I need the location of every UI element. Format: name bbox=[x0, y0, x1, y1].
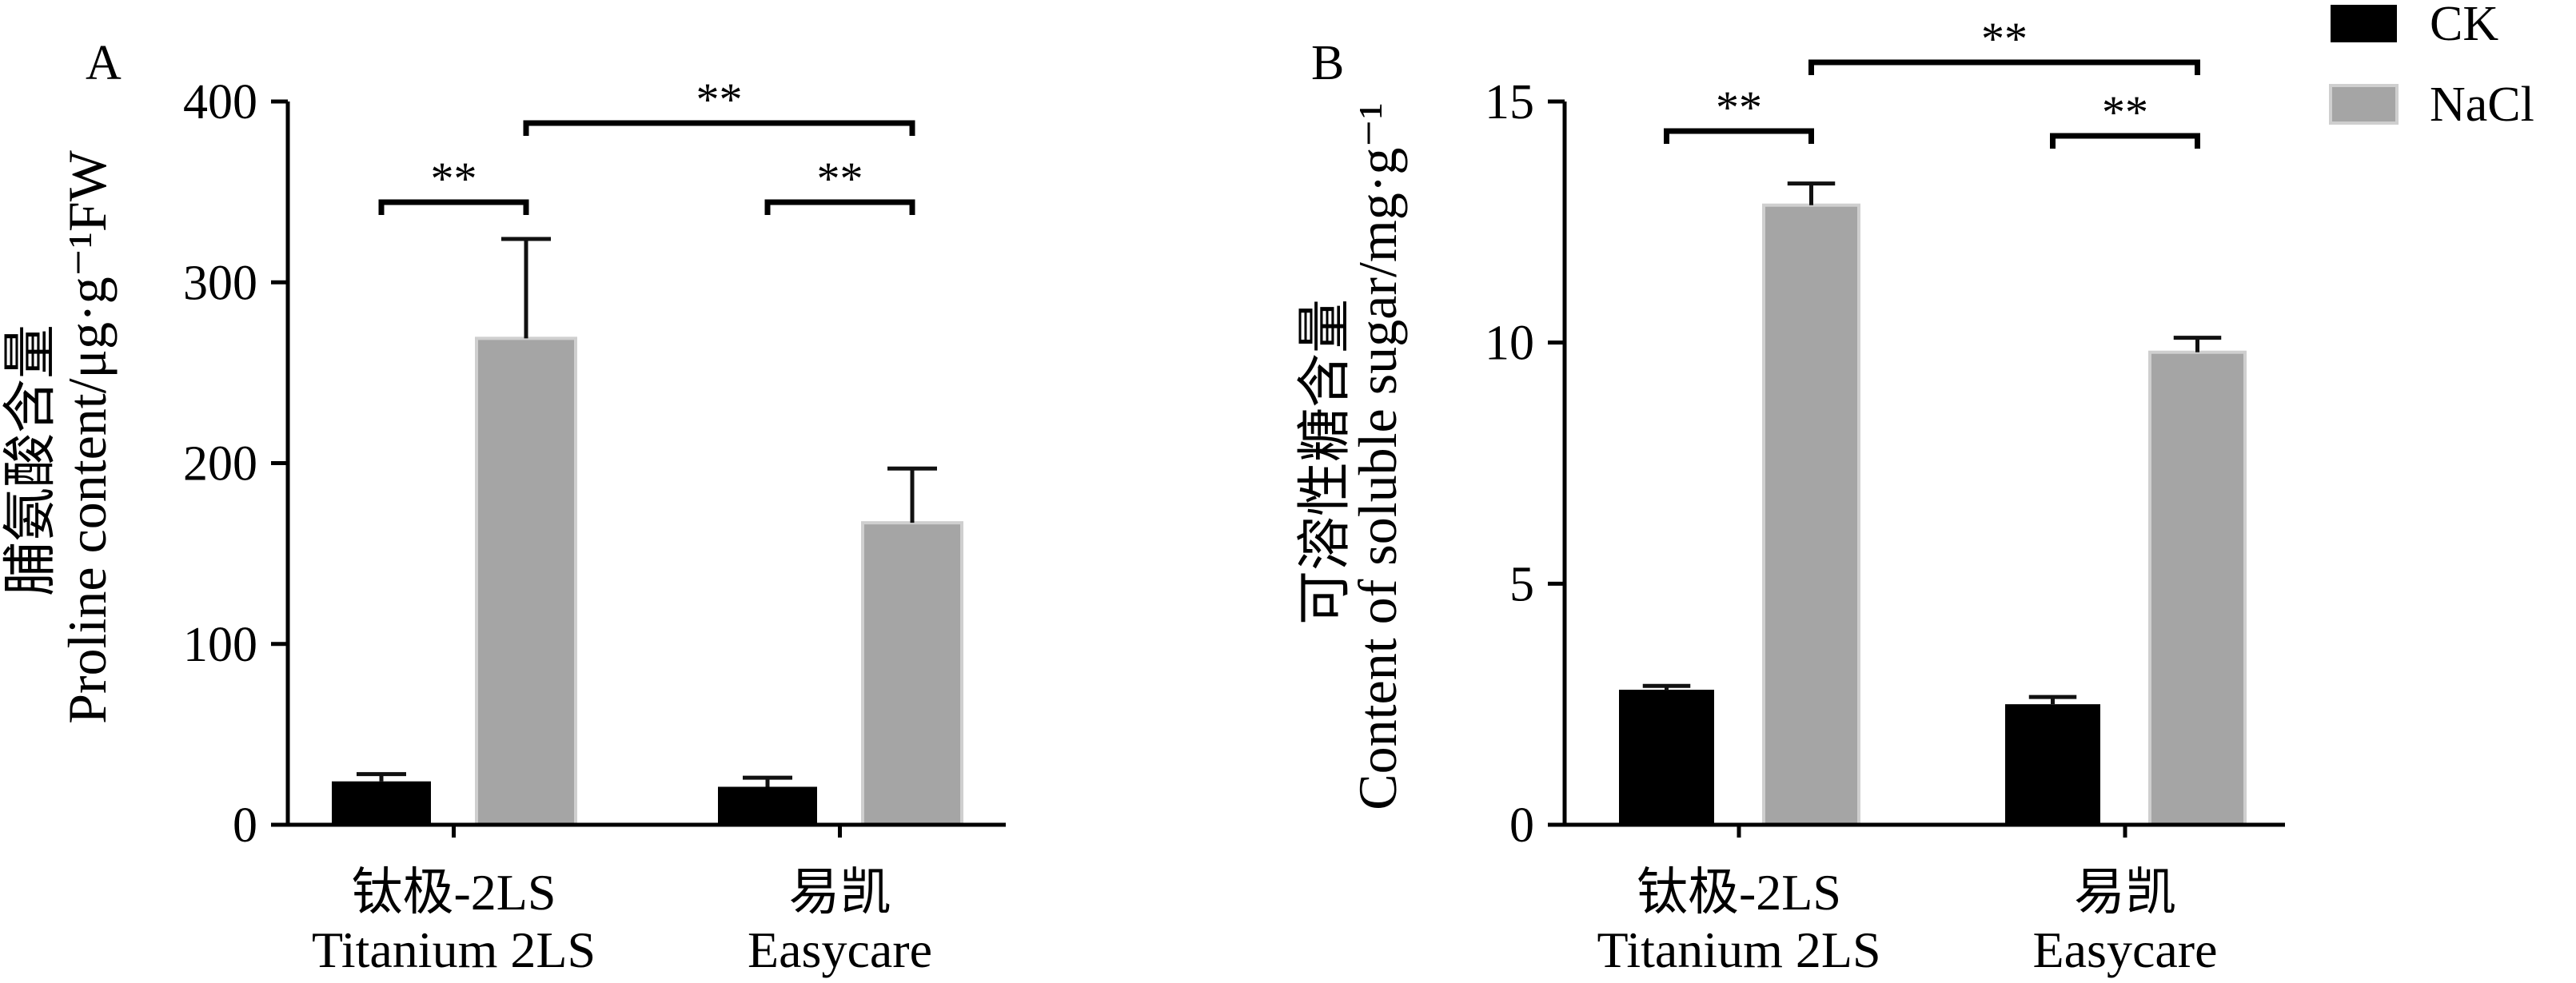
significance-bracket bbox=[378, 199, 529, 215]
y-axis-title: Proline content/μg·g⁻¹FW bbox=[57, 149, 118, 724]
x-tick-label: Easycare bbox=[748, 921, 932, 978]
x-tick-label: 易凯 bbox=[789, 864, 891, 921]
error-bar-nacl bbox=[887, 466, 937, 523]
y-tick-label: 15 bbox=[1485, 75, 1534, 129]
y-axis-title: Content of soluble sugar/mg·g⁻¹ bbox=[1347, 102, 1408, 810]
bar-ck bbox=[1619, 690, 1714, 825]
y-tick-label: 0 bbox=[1509, 798, 1534, 853]
panel-label: B bbox=[1311, 36, 1344, 90]
bar-ck bbox=[2005, 704, 2100, 825]
significance-label: ** bbox=[2102, 86, 2148, 138]
y-tick-label: 200 bbox=[183, 437, 257, 492]
legend-label-ck: CK bbox=[2430, 0, 2498, 51]
significance-bracket bbox=[1664, 128, 1814, 144]
bar-nacl bbox=[475, 336, 577, 826]
significance-label: ** bbox=[817, 153, 863, 205]
significance-label: ** bbox=[696, 74, 743, 125]
error-bar-ck bbox=[2028, 694, 2077, 705]
legend-swatch-ck bbox=[2331, 5, 2397, 42]
legend: CK NaCl bbox=[2329, 0, 2534, 132]
error-bar-nacl bbox=[1787, 181, 1836, 205]
y-tick-label: 400 bbox=[183, 75, 257, 129]
bar-nacl bbox=[1762, 203, 1860, 826]
significance-bracket bbox=[2050, 133, 2200, 149]
y-axis-title: 脯氨酸含量 bbox=[0, 324, 61, 596]
significance-label: ** bbox=[1981, 13, 2028, 65]
y-tick-label: 0 bbox=[233, 798, 257, 853]
significance-bracket bbox=[764, 199, 915, 215]
error-bar-nacl bbox=[501, 237, 551, 339]
significance-bracket bbox=[523, 120, 915, 136]
error-bar-nacl bbox=[2173, 336, 2222, 352]
y-tick-label: 300 bbox=[183, 256, 257, 310]
legend-swatch-nacl bbox=[2329, 84, 2399, 125]
x-tick-label: 钛极-2LS bbox=[1637, 864, 1841, 921]
legend-label-nacl: NaCl bbox=[2430, 78, 2534, 132]
x-tick-label: Titanium 2LS bbox=[312, 921, 596, 978]
y-axis-title: 可溶性糖含量 bbox=[1294, 299, 1355, 625]
y-tick-label: 10 bbox=[1485, 316, 1534, 371]
x-tick-label: Titanium 2LS bbox=[1597, 921, 1880, 978]
error-bar-ck bbox=[743, 775, 792, 787]
bar-ck bbox=[332, 781, 431, 825]
error-bar-ck bbox=[1642, 683, 1691, 690]
panel-label: A bbox=[86, 36, 122, 90]
bar-nacl bbox=[2148, 350, 2247, 826]
significance-label: ** bbox=[1716, 82, 1762, 133]
x-tick-label: 钛极-2LS bbox=[352, 864, 556, 921]
x-tick-label: 易凯 bbox=[2074, 864, 2176, 921]
significance-label: ** bbox=[431, 153, 477, 205]
y-tick-label: 100 bbox=[183, 618, 257, 672]
bar-ck bbox=[718, 786, 817, 825]
error-bar-ck bbox=[357, 772, 406, 782]
significance-bracket bbox=[1808, 59, 2200, 75]
bar-nacl bbox=[861, 521, 963, 826]
y-tick-label: 5 bbox=[1509, 557, 1534, 611]
x-tick-label: Easycare bbox=[2033, 921, 2218, 978]
